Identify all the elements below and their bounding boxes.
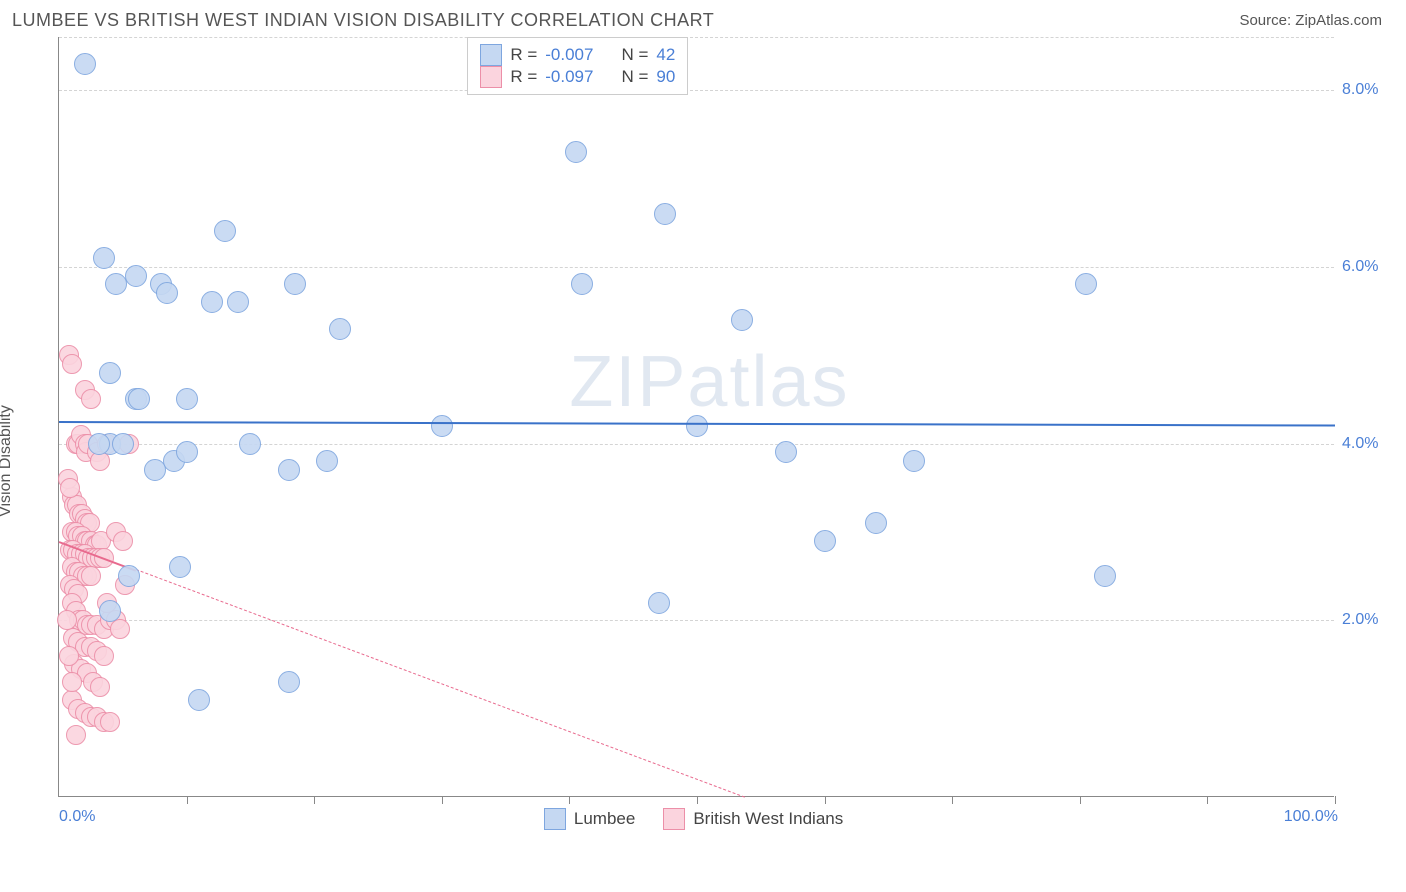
scatter-point [99,362,121,384]
scatter-point [57,610,77,630]
stats-legend: R = -0.007 N = 42 R = -0.097 N = 90 [467,37,688,95]
legend-n-label: N = [621,45,648,65]
scatter-point [731,309,753,331]
y-axis-label: Vision Disability [0,405,15,517]
scatter-point [144,459,166,481]
x-tick [825,796,826,804]
legend-r-label: R = [510,45,537,65]
series-legend-label: Lumbee [574,809,635,829]
legend-n-value: 42 [656,45,675,65]
stats-legend-row: R = -0.007 N = 42 [480,44,675,66]
series-legend-item: Lumbee [544,808,635,830]
scatter-point [94,646,114,666]
x-axis-start-label: 0.0% [59,808,95,826]
legend-n-label: N = [621,67,648,87]
watermark: ZIPatlas [569,341,849,423]
scatter-point [113,531,133,551]
scatter-point [814,530,836,552]
scatter-point [62,672,82,692]
series-legend-item: British West Indians [663,808,843,830]
plot-area: ZIPatlas 2.0%4.0%6.0%8.0%0.0%100.0%R =-0… [58,37,1334,797]
series-legend-label: British West Indians [693,809,843,829]
scatter-point [686,415,708,437]
scatter-point [278,671,300,693]
stats-legend-row: R = -0.097 N = 90 [480,66,675,88]
scatter-point [100,712,120,732]
scatter-point [431,415,453,437]
legend-swatch [663,808,685,830]
chart-title: LUMBEE VS BRITISH WEST INDIAN VISION DIS… [12,10,714,31]
scatter-point [81,389,101,409]
scatter-point [62,354,82,374]
scatter-point [99,600,121,622]
x-tick [1335,796,1336,804]
x-axis-end-label: 100.0% [1284,808,1338,826]
scatter-point [775,441,797,463]
scatter-point [74,53,96,75]
scatter-point [125,265,147,287]
x-tick [697,796,698,804]
scatter-point [648,592,670,614]
y-tick-label: 8.0% [1342,81,1394,99]
x-tick [314,796,315,804]
scatter-point [88,433,110,455]
gridline-h [59,267,1334,268]
scatter-point [90,677,110,697]
scatter-point [1075,273,1097,295]
y-tick-label: 2.0% [1342,611,1394,629]
scatter-point [156,282,178,304]
chart-container: Vision Disability ZIPatlas 2.0%4.0%6.0%8… [12,37,1388,867]
scatter-point [278,459,300,481]
x-tick [442,796,443,804]
scatter-point [59,646,79,666]
x-tick [569,796,570,804]
legend-swatch [480,66,502,88]
legend-r-label: R = [510,67,537,87]
x-tick [1207,796,1208,804]
scatter-point [93,247,115,269]
legend-n-value: 90 [656,67,675,87]
scatter-point [188,689,210,711]
scatter-point [176,441,198,463]
scatter-point [284,273,306,295]
source-attribution: Source: ZipAtlas.com [1239,12,1382,29]
x-tick [952,796,953,804]
scatter-point [571,273,593,295]
legend-r-value: -0.007 [545,45,593,65]
gridline-h [59,620,1334,621]
gridline-h [59,37,1334,38]
scatter-point [176,388,198,410]
scatter-point [81,566,101,586]
x-tick [187,796,188,804]
gridline-h [59,90,1334,91]
scatter-point [112,433,134,455]
scatter-point [227,291,249,313]
scatter-point [1094,565,1116,587]
scatter-point [110,619,130,639]
scatter-point [329,318,351,340]
legend-r-value: -0.097 [545,67,593,87]
scatter-point [903,450,925,472]
scatter-point [214,220,236,242]
scatter-point [128,388,150,410]
series-legend: Lumbee British West Indians [544,808,843,830]
scatter-point [654,203,676,225]
y-tick-label: 6.0% [1342,258,1394,276]
scatter-point [316,450,338,472]
scatter-point [865,512,887,534]
scatter-point [169,556,191,578]
scatter-point [201,291,223,313]
legend-swatch [544,808,566,830]
legend-swatch [480,44,502,66]
scatter-point [565,141,587,163]
scatter-point [239,433,261,455]
scatter-point [60,478,80,498]
scatter-point [66,725,86,745]
scatter-point [118,565,140,587]
x-tick [1080,796,1081,804]
y-tick-label: 4.0% [1342,435,1394,453]
